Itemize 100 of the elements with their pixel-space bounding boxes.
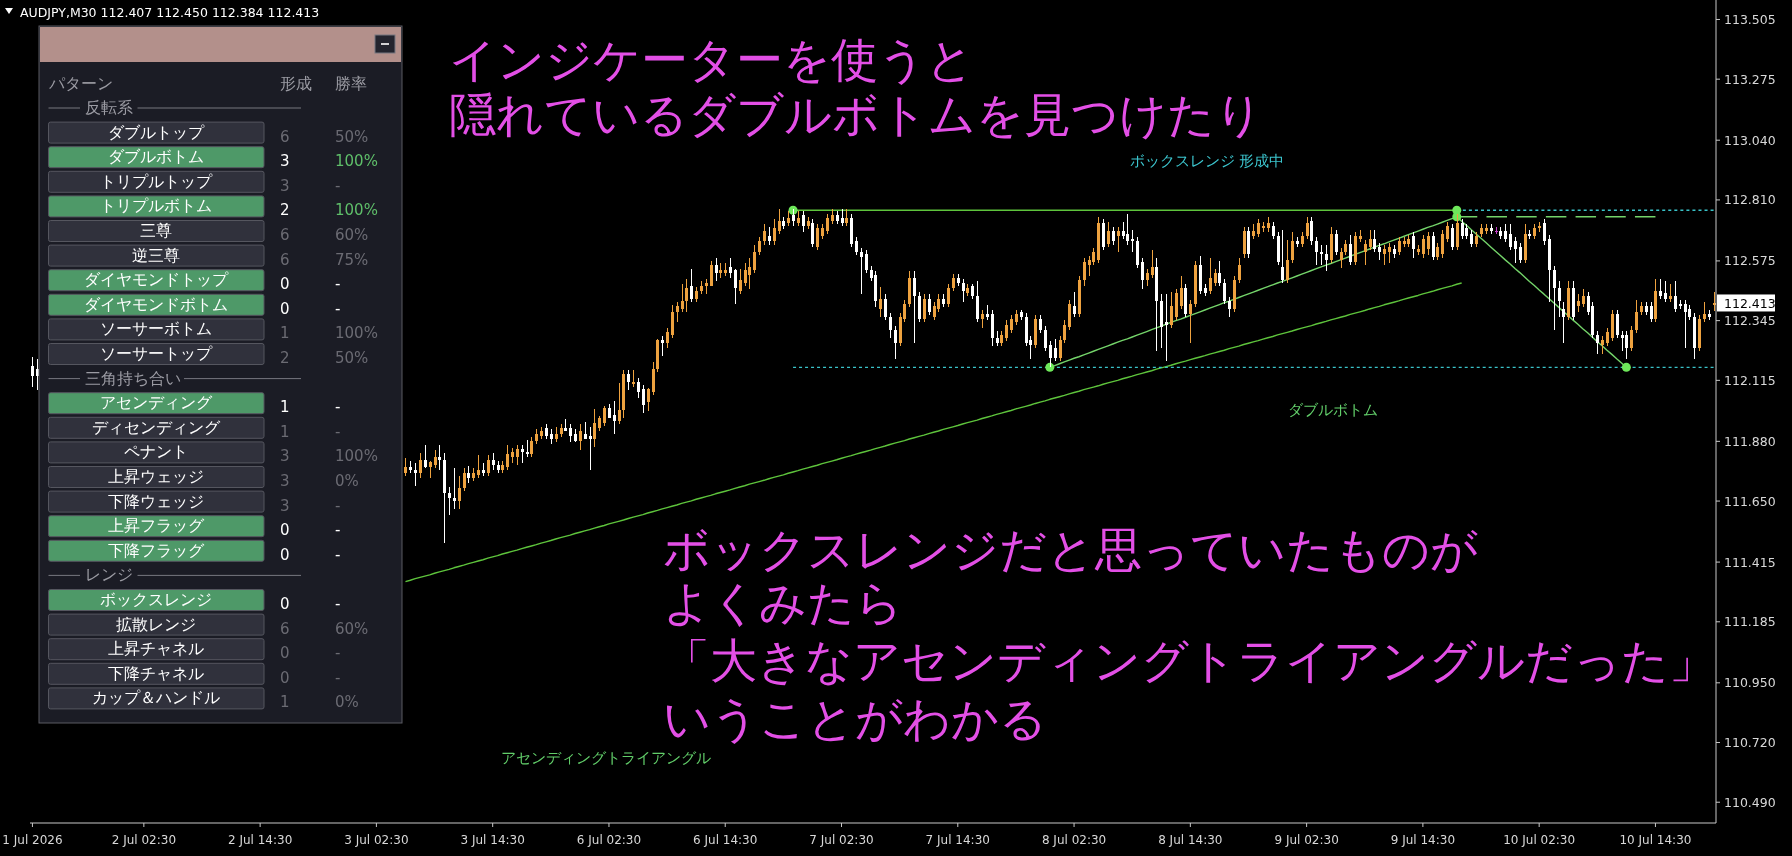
candlestick (1514, 236, 1517, 264)
data-label: 6 (280, 226, 290, 244)
data-label: - (335, 644, 341, 663)
series-label: 形成 (280, 75, 312, 93)
data-label: 3 (280, 496, 290, 515)
candlestick (506, 444, 509, 471)
candlestick (516, 444, 519, 466)
candlestick (715, 257, 718, 282)
candlestick (424, 444, 427, 469)
x-tick-label: 6 Jul 14:30 (693, 833, 758, 847)
candlestick (729, 257, 732, 279)
category-label: 逆三尊 (132, 246, 180, 265)
y-tick-label: 113.040 (1724, 132, 1776, 148)
data-label: 1 (280, 422, 290, 441)
candlestick (1340, 247, 1343, 269)
candlestick (1441, 229, 1444, 259)
candlestick (1063, 319, 1066, 344)
category-label: アセンディング (100, 394, 213, 413)
data-label: 2 (280, 201, 290, 220)
x-tick-label: 9 Jul 14:30 (1390, 833, 1456, 847)
category-label: 三尊 (140, 222, 172, 240)
candlestick (1102, 218, 1105, 251)
y-tick-label: 111.880 (1724, 433, 1776, 449)
candlestick (879, 286, 882, 318)
candlestick (1427, 231, 1430, 256)
candlestick (1136, 236, 1139, 269)
data-label: 0 (280, 668, 290, 687)
candlestick (1083, 257, 1086, 287)
candlestick (1383, 244, 1386, 266)
data-label: - (335, 668, 341, 687)
y-tick-label: 110.720 (1724, 735, 1776, 751)
candlestick (685, 278, 688, 313)
x-tick-label: 1 Jul 2026 (2, 833, 63, 847)
candlestick (1451, 223, 1454, 251)
candlestick (31, 356, 34, 388)
y-tick-label: 112.575 (1724, 253, 1776, 269)
category-label: レンジ (85, 566, 133, 585)
point (1621, 362, 1631, 372)
candlestick (1432, 231, 1435, 261)
candlestick (1005, 319, 1008, 342)
candlestick (1126, 213, 1129, 246)
candlestick (652, 361, 655, 396)
candlestick (763, 223, 766, 246)
candlestick (1209, 257, 1212, 295)
candlestick (642, 384, 645, 414)
y-tick-label: 111.415 (1724, 554, 1776, 570)
data-label: 6 (280, 250, 290, 269)
candlestick (962, 278, 965, 303)
candlestick (1054, 338, 1057, 362)
candlestick (860, 247, 863, 295)
candlestick (1131, 229, 1134, 253)
data-label: 0 (280, 275, 290, 294)
candlestick (865, 249, 868, 274)
candlestick (463, 467, 466, 492)
y-tick-label: 113.505 (1724, 11, 1776, 27)
data-label: 75% (335, 250, 369, 269)
data-label: 0% (335, 472, 359, 490)
y-tick-label: 111.650 (1724, 493, 1776, 509)
x-tick-label: 2 Jul 02:30 (111, 833, 177, 847)
x-tick-label: 7 Jul 14:30 (925, 833, 990, 847)
category-label: ディセンディング (92, 418, 221, 437)
candlestick (458, 475, 461, 510)
candlestick (894, 325, 897, 360)
candlestick (1170, 291, 1173, 329)
candlestick (1635, 299, 1638, 334)
x-tick-label: 8 Jul 02:30 (1041, 833, 1107, 847)
candlestick (1088, 255, 1091, 277)
candlestick (681, 283, 684, 313)
candlestick (1223, 278, 1226, 305)
data-label: 3 (280, 176, 290, 195)
candlestick (1388, 242, 1391, 264)
x-tick-label: 10 Jul 14:30 (1619, 833, 1692, 847)
data-label: 3 (280, 472, 290, 490)
x-tick-label: 2 Jul 14:30 (227, 833, 293, 847)
category-label: ペナント (124, 443, 188, 462)
candlestick (1180, 275, 1183, 310)
category-label: 拡散レンジ (116, 615, 196, 634)
candlestick (1422, 234, 1425, 259)
candlestick (414, 462, 417, 487)
candlestick (477, 454, 480, 479)
candlestick (1456, 213, 1459, 251)
category-label: 下降フラッグ (108, 541, 205, 560)
y-tick-label: 112.345 (1724, 313, 1776, 329)
annotation: ダブルボトム (1288, 401, 1378, 419)
category-label: 上昇チャネル (108, 640, 204, 659)
candlestick (1291, 231, 1294, 264)
x-tick-label: 10 Jul 02:30 (1503, 833, 1576, 847)
candlestick (991, 309, 994, 347)
category-label: 上昇ウェッジ (108, 468, 204, 486)
candlestick (753, 244, 756, 274)
x-tick-label: 8 Jul 14:30 (1158, 833, 1223, 847)
candlestick (647, 387, 650, 412)
candlestick (802, 210, 805, 233)
x-tick-label: 3 Jul 02:30 (344, 833, 409, 847)
candlestick (918, 291, 921, 323)
data-label: 0 (280, 545, 290, 564)
candlestick (1335, 229, 1338, 256)
candlestick (1049, 340, 1052, 368)
candlestick (1059, 335, 1062, 362)
data-label: 2 (280, 349, 290, 367)
